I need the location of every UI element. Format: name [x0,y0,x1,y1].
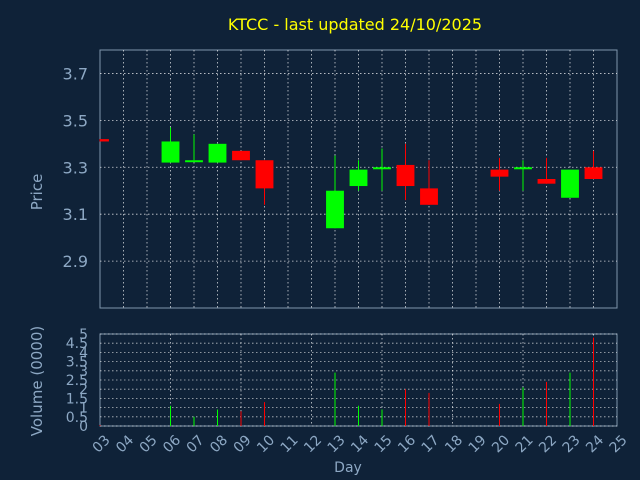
x-tick-label: 03 [90,432,114,456]
x-tick-label: 09 [231,432,255,456]
x-tick-label: 11 [278,432,302,456]
x-tick-label: 05 [137,432,161,456]
candle-body [161,141,180,163]
volume-tick-label: 2 [79,382,88,398]
candle-body [255,160,274,189]
volume-tick-label: 0 [79,419,88,435]
x-tick-label: 14 [348,432,372,456]
volume-tick-label: 3.5 [66,355,88,371]
volume-axis-label: Volume (0000) [28,326,46,436]
candle-body [373,167,391,170]
chart-title: KTCC - last updated 24/10/2025 [228,15,482,34]
volume-tick-label: 1.5 [66,391,88,407]
volume-tick-label: 5 [79,327,88,343]
price-tick-label: 3.3 [63,158,88,177]
candle-body [232,150,250,161]
candle-body [584,167,603,179]
x-tick-label: 10 [254,432,278,456]
candle-body [514,167,532,170]
candle-body [185,160,203,163]
price-tick-label: 3.5 [63,111,88,130]
candle-body [100,139,109,142]
x-tick-label: 23 [560,432,584,456]
candle-body [561,169,579,198]
x-tick-label: 17 [419,432,443,456]
price-tick-label: 2.9 [63,252,88,271]
x-tick-label: 24 [583,432,607,456]
volume-tick-label: 4.5 [66,336,88,352]
x-tick-label: 25 [607,432,631,456]
candle-body [326,190,344,229]
x-axis: 03 04 05 06 07 08 09 10 11 12 13 14 15 16 17 18 19 20 21 22… [90,432,631,456]
x-tick-label: 18 [442,432,466,456]
x-tick-label: 21 [513,432,537,456]
price-tick-label: 3.7 [63,64,88,83]
x-tick-label: 19 [466,432,490,456]
volume-tick-label: 4 [79,345,88,361]
volume-tick-label: 1 [79,401,88,417]
candle-body [490,169,509,177]
volume-tick-label: 3 [79,364,88,380]
volume-panel: 00.511.522.533.544.55 [66,327,618,435]
volume-tick-label: 2.5 [66,373,88,389]
x-axis-label: Day [334,460,362,476]
x-tick-label: 16 [395,432,419,456]
x-tick-label: 12 [301,432,325,456]
candle-body [396,164,415,187]
candle-body [420,188,438,205]
x-tick-label: 04 [113,432,137,456]
candle-body [208,143,227,163]
x-tick-label: 08 [207,432,231,456]
price-panel: 2.9 3.1 3.3 3.5 3.7 [63,49,618,309]
price-tick-label: 3.1 [63,205,88,224]
x-tick-label: 06 [160,432,184,456]
x-tick-label: 22 [536,432,560,456]
x-tick-label: 13 [325,432,349,456]
x-tick-label: 20 [489,432,513,456]
x-tick-label: 15 [372,432,396,456]
candle-body [349,169,368,187]
candle-body [537,179,556,184]
volume-tick-label: 0.5 [66,410,88,426]
x-tick-label: 07 [184,432,208,456]
price-axis-label: Price [28,174,46,211]
